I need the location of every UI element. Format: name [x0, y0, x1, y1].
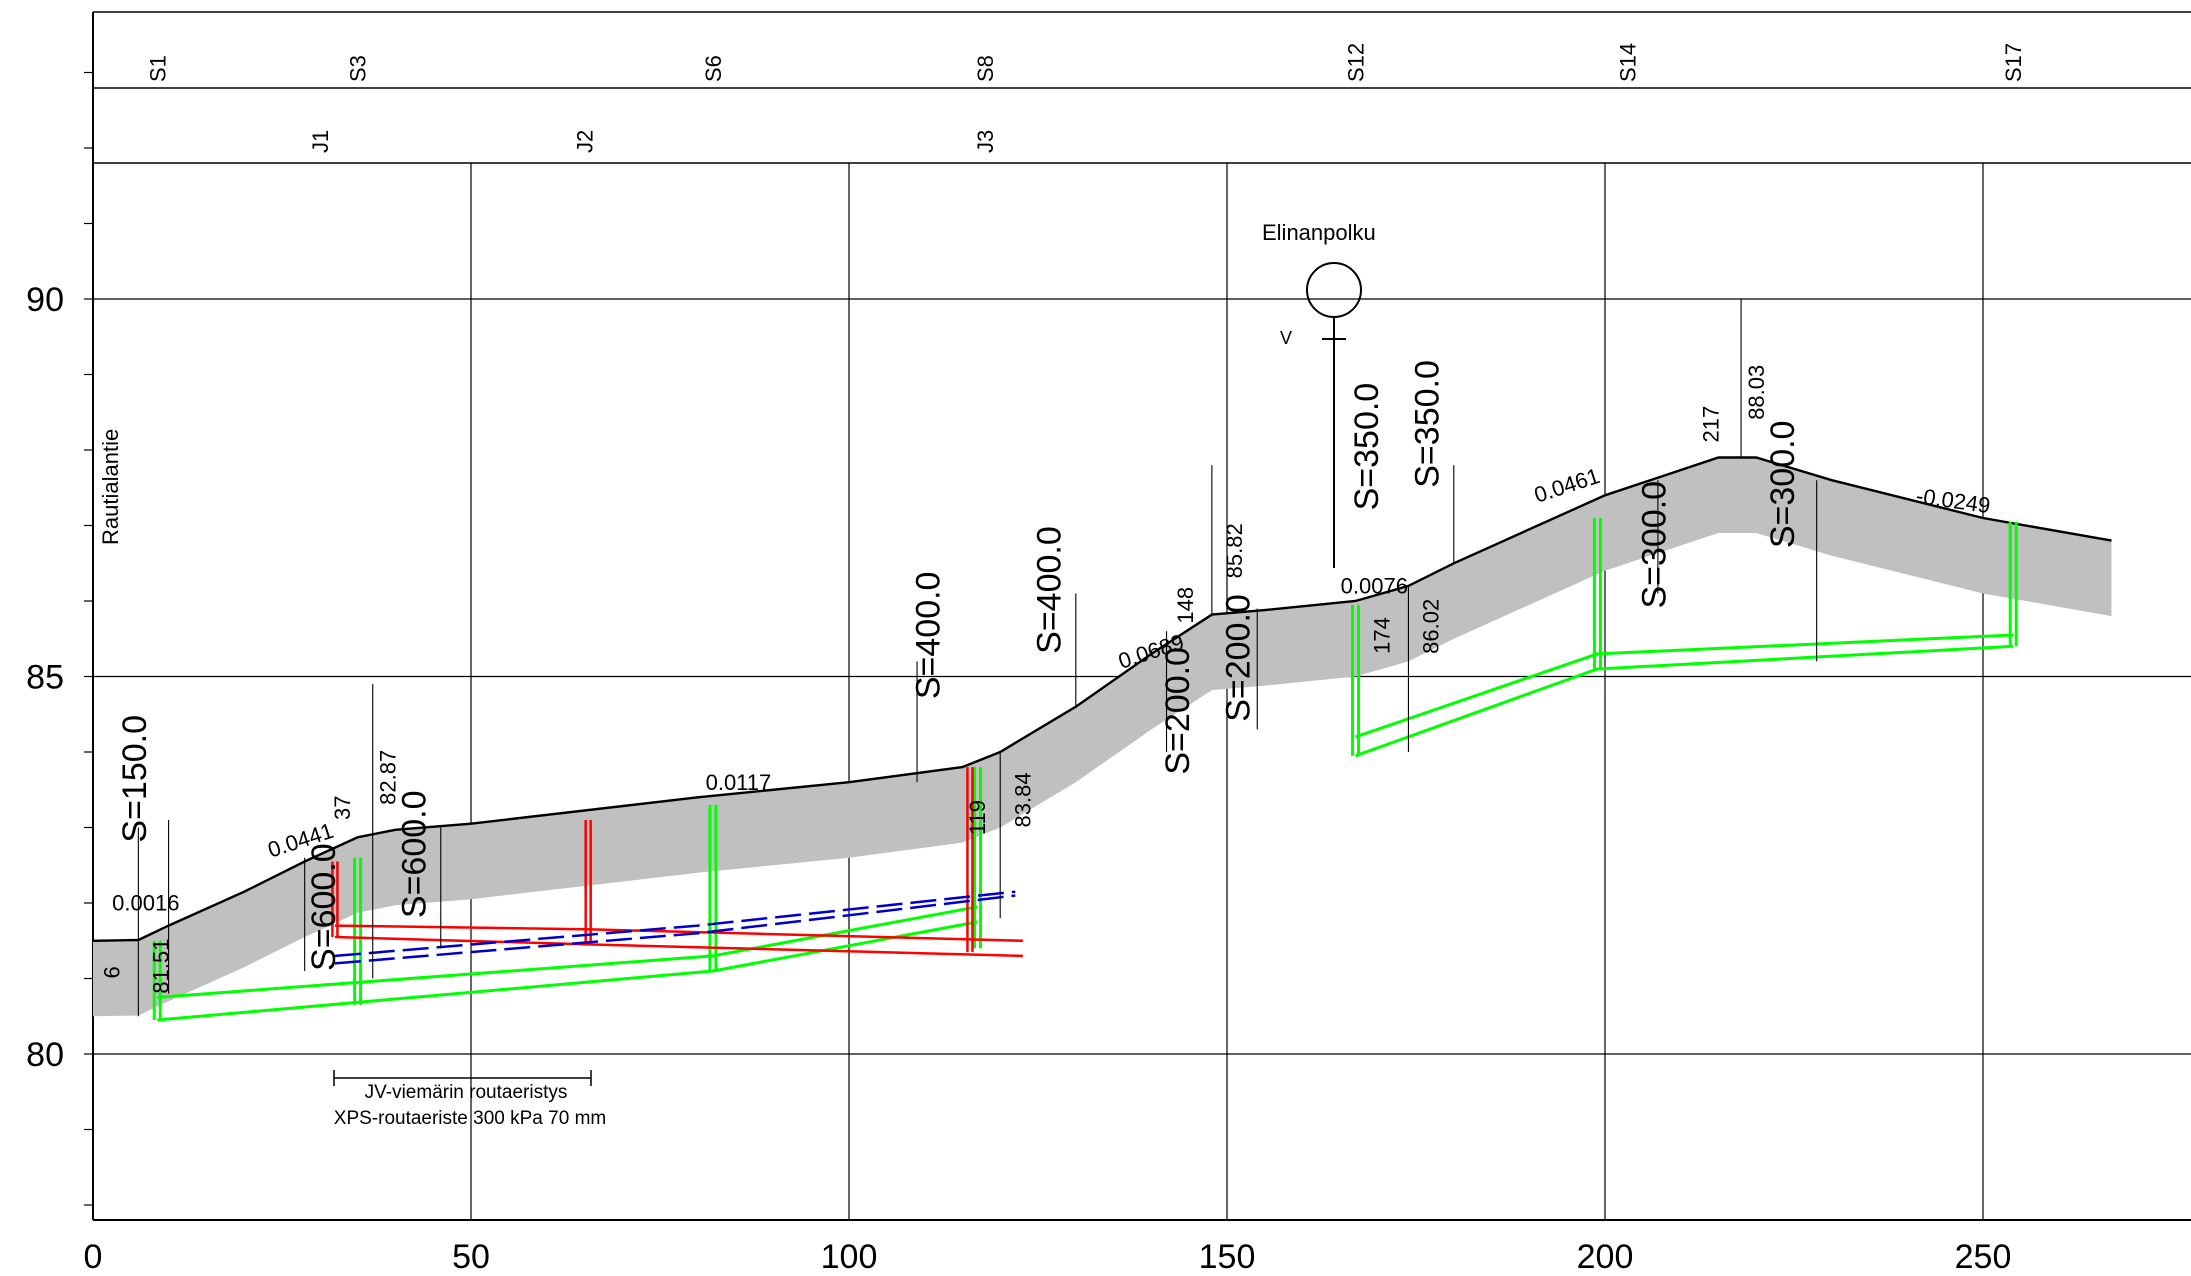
profile-label: S=150.0 — [116, 715, 154, 843]
profile-label: 174 — [1370, 617, 1395, 654]
profile-label: 0.0076 — [1341, 573, 1408, 598]
header-labels: S1 S3 S6 S8 S12 S14 S17 J1 J2 J3 — [145, 43, 2026, 153]
x-tick-label: 100 — [821, 1238, 878, 1276]
pipes — [152, 517, 2018, 1022]
profile-label: S=400.0 — [910, 572, 948, 700]
sewer-pipe-line — [334, 935, 1023, 958]
x-tick-label: 250 — [1955, 1238, 2012, 1276]
side-road-label: Rautialantie — [98, 429, 123, 545]
x-tick-label: 0 — [84, 1238, 103, 1276]
water-pipe-line — [334, 890, 1016, 958]
frame — [92, 11, 2191, 1221]
crossing: Elinanpolku V — [1262, 220, 1376, 568]
storm-pipe-line — [157, 905, 978, 999]
profile-label: S=200.0 — [1220, 594, 1258, 722]
water-pipe-line — [334, 894, 1016, 965]
y-tick-label: 90 — [26, 281, 64, 319]
profile-label: 82.87 — [375, 750, 400, 805]
y-tick-label: 80 — [26, 1036, 64, 1074]
junction-label: J2 — [572, 130, 597, 153]
station-label: S6 — [701, 55, 726, 82]
crossing-pipe-circle — [1306, 262, 1362, 318]
ground-band — [92, 456, 2112, 1017]
junction-label: J1 — [308, 130, 333, 153]
profile-label: 0.0117 — [706, 770, 772, 795]
x-tick-label: 200 — [1577, 1238, 1634, 1276]
profile-label: S=350.0 — [1348, 383, 1386, 511]
sewer-pipe-line — [334, 924, 1023, 943]
crossing-v-label: V — [1280, 328, 1292, 348]
profile-label: 37 — [330, 795, 355, 819]
station-label: S17 — [2001, 43, 2026, 82]
profile-label: S=400.0 — [1031, 526, 1069, 654]
profile-label: 86.02 — [1419, 599, 1444, 654]
profile-label: S=200.0 — [1159, 647, 1197, 775]
y-tick-label: 85 — [26, 659, 64, 697]
junction-label: J3 — [973, 130, 998, 153]
station-label: S3 — [346, 55, 371, 82]
profile-label: 83.84 — [1010, 772, 1035, 827]
profile-label: 217 — [1698, 406, 1723, 443]
ground-band-fill — [93, 457, 2112, 1017]
axis-ticks: 0 50 100 150 200 250 80 85 90 — [26, 71, 2012, 1276]
station-label: S1 — [145, 55, 170, 82]
profile-label: S=600.0 — [396, 790, 434, 918]
profile-label: S=300.0 — [1764, 421, 1802, 549]
profile-label: 0.0016 — [112, 891, 179, 916]
x-tick-label: 150 — [1199, 1238, 1256, 1276]
station-label: S12 — [1344, 43, 1369, 82]
profile-label: 81.51 — [149, 939, 174, 994]
profile-label: S=350.0 — [1409, 360, 1447, 488]
insulation-label-1: JV-viemärin routaeristys — [365, 1082, 568, 1103]
storm-pipe-line — [1355, 633, 2014, 739]
insulation-label-2: XPS-routaeriste 300 kPa 70 mm — [334, 1108, 606, 1129]
storm-pipe-line — [1354, 644, 2014, 758]
insulation-note: JV-viemärin routaeristys XPS-routaeriste… — [333, 1070, 606, 1129]
profile-label: 6 — [99, 966, 124, 978]
profile-label: S=600.0 — [305, 843, 343, 971]
profile-label: 88.03 — [1744, 365, 1769, 420]
x-tick-label: 50 — [452, 1238, 490, 1276]
station-label: S14 — [1616, 43, 1641, 82]
station-label: S8 — [973, 55, 998, 82]
profile-label: 119 — [965, 800, 990, 835]
crossing-label: Elinanpolku — [1262, 220, 1376, 245]
profile-label: 148 — [1173, 587, 1198, 624]
grid-lines — [93, 163, 2191, 1220]
profile-label: S=300.0 — [1635, 481, 1673, 609]
profile-label: 85.82 — [1222, 523, 1247, 578]
